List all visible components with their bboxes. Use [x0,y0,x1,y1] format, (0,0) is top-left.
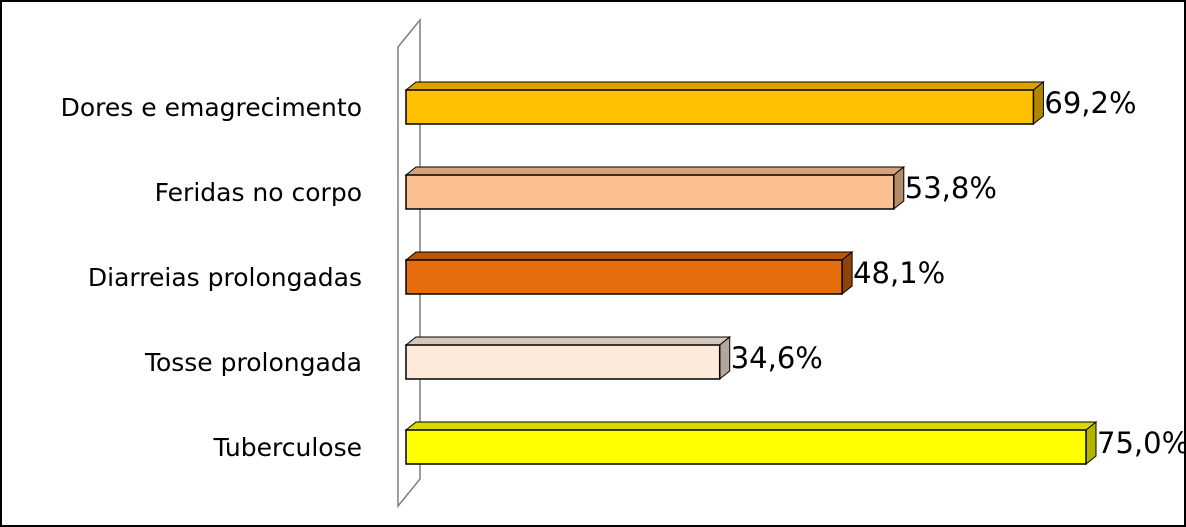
data-label: 69,2% [1044,86,1136,120]
bars-layer [404,80,1098,466]
category-label: Diarreias prolongadas [88,263,362,292]
bar-side-face [841,250,853,296]
bar-top-face [404,336,732,346]
bar-top-face [404,166,906,176]
bar-2 [404,250,854,296]
bar-side-face [719,335,731,381]
data-label: 48,1% [853,256,945,290]
category-label: Feridas no corpo [155,178,362,207]
bar-front-face [405,174,895,210]
bar-side-face [1085,420,1097,466]
bar-side-face [893,165,905,211]
bar-1 [404,165,906,211]
bar-side-face [1032,80,1044,126]
data-label: 53,8% [905,171,997,205]
bar-4 [404,420,1098,466]
category-labels: Dores e emagrecimento Feridas no corpo Dia… [61,93,362,462]
bar-front-face [405,344,721,380]
bar-front-face [405,429,1087,465]
bar-front-face [405,89,1035,125]
value-labels: 69,2% 53,8% 48,1% 34,6% 75,0% [731,86,1186,460]
bar-top-face [404,421,1098,431]
category-label: Dores e emagrecimento [61,93,362,122]
bar-top-face [404,81,1045,91]
category-label: Tuberculose [212,433,362,462]
bar-0 [404,80,1045,126]
category-label: Tosse prolongada [144,348,362,377]
bar-front-face [405,259,843,295]
bar-top-face [404,251,854,261]
bar-3 [404,335,732,381]
data-label: 75,0% [1097,426,1186,460]
data-label: 34,6% [731,341,823,375]
